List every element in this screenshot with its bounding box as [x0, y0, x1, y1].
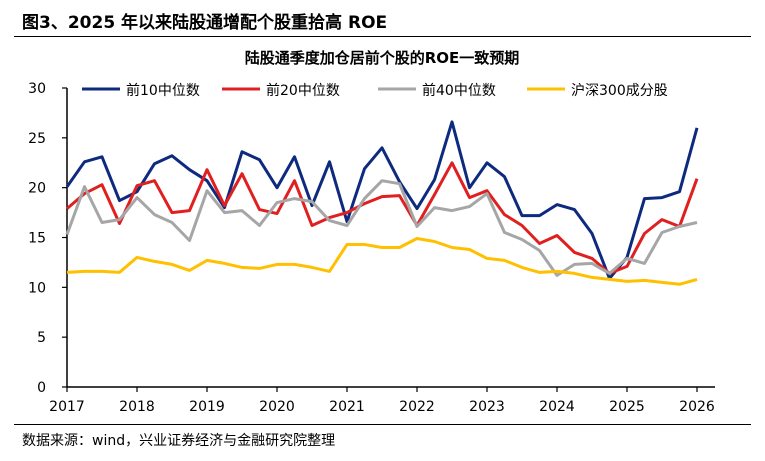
x-tick-label: 2023	[469, 399, 505, 415]
legend-label: 前10中位数	[126, 82, 200, 99]
y-tick-label: 25	[28, 131, 46, 147]
series-line	[65, 179, 698, 277]
x-tick-label: 2026	[679, 399, 715, 415]
y-tick-label: 0	[37, 380, 46, 396]
y-tick-label: 20	[28, 181, 46, 197]
divider-bottom	[14, 424, 751, 425]
x-tick-label: 2019	[189, 399, 225, 415]
legend-label: 前20中位数	[266, 82, 340, 99]
divider-top	[14, 36, 751, 37]
x-tick-label: 2017	[49, 399, 85, 415]
x-tick-label: 2022	[399, 399, 435, 415]
legend-label: 沪深300成分股	[571, 83, 668, 99]
series-line	[66, 237, 698, 286]
series-line	[65, 120, 699, 280]
y-tick-label: 30	[28, 81, 46, 97]
x-tick-label: 2020	[259, 399, 295, 415]
series-line	[66, 161, 699, 275]
y-tick-label: 10	[28, 280, 46, 296]
x-tick-label: 2024	[539, 399, 575, 415]
x-tick-label: 2018	[119, 399, 155, 415]
figure-title: 图3、2025 年以来陆股通增配个股重拾高 ROE	[22, 13, 388, 33]
chart-title: 陆股通季度加仓居前个股的ROE一致预期	[245, 49, 520, 67]
legend-label: 前40中位数	[422, 82, 496, 99]
y-tick-label: 15	[28, 231, 46, 247]
x-tick-label: 2021	[329, 399, 365, 415]
y-tick-label: 5	[37, 330, 46, 346]
x-tick-label: 2025	[609, 399, 645, 415]
source-note: 数据来源：wind，兴业证券经济与金融研究院整理	[22, 433, 336, 449]
